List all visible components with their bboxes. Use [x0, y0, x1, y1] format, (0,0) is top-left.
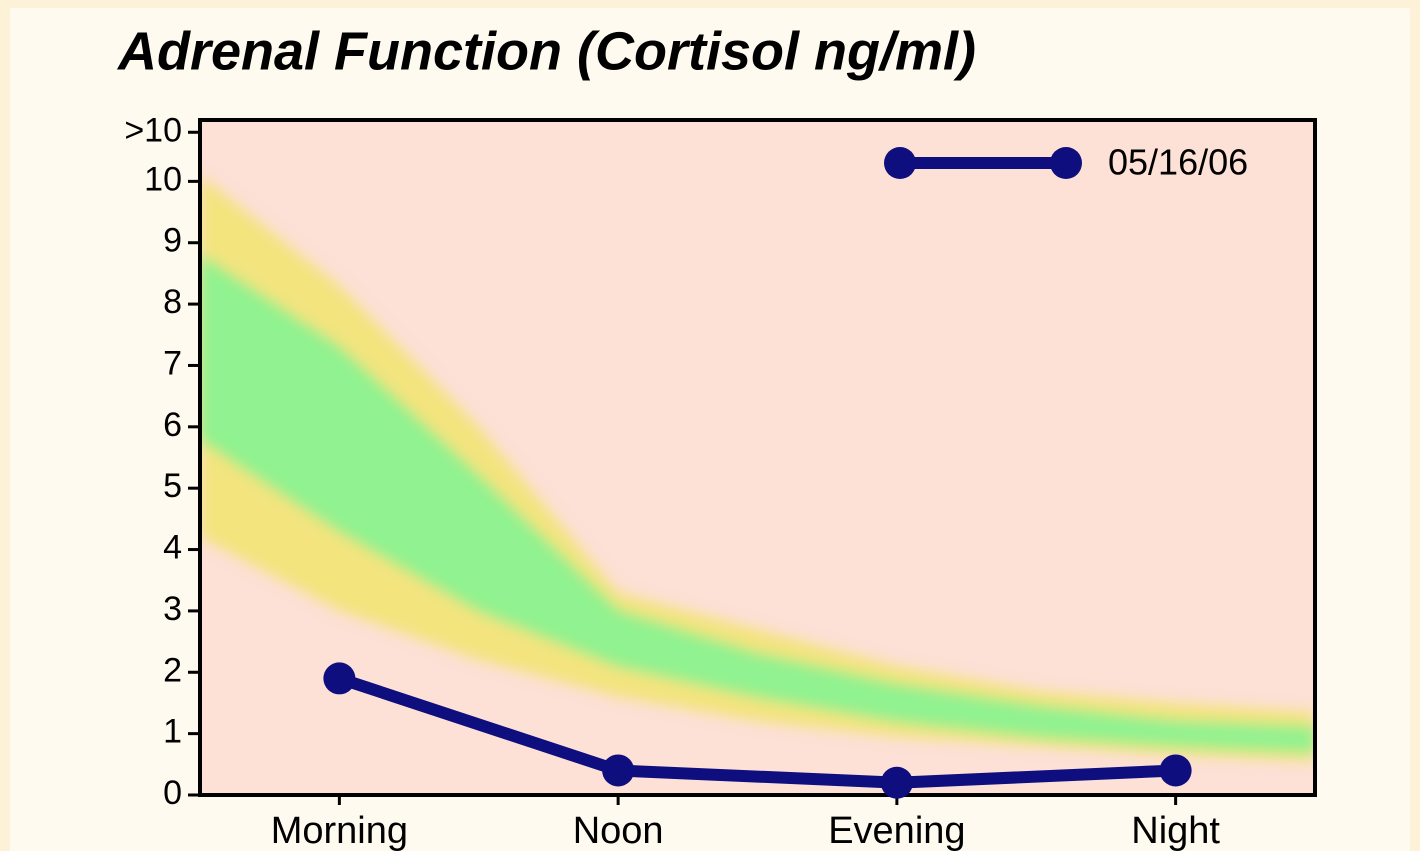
data-point — [323, 662, 356, 695]
data-point — [602, 754, 635, 787]
x-tick-label: Morning — [271, 810, 408, 851]
y-tick-label: 8 — [163, 283, 182, 321]
y-tick-label: 9 — [163, 222, 182, 260]
y-tick-label: 7 — [163, 344, 182, 382]
y-tick-label: 1 — [163, 713, 182, 751]
reference-bands — [200, 175, 1315, 762]
reference-band — [200, 255, 1315, 753]
x-tick-label: Noon — [573, 810, 664, 851]
y-tick-label: >10 — [124, 111, 182, 149]
chart-title: Adrenal Function (Cortisol ng/ml) — [116, 21, 976, 81]
y-tick-label: 4 — [163, 529, 182, 567]
legend-label: 05/16/06 — [1108, 142, 1248, 183]
legend-marker — [884, 147, 916, 179]
y-tick-label: 2 — [163, 651, 182, 689]
x-tick-label: Evening — [828, 810, 965, 851]
legend-marker — [1050, 147, 1082, 179]
y-tick-label: 0 — [163, 774, 182, 812]
y-tick-label: 3 — [163, 590, 182, 628]
data-point — [1159, 754, 1192, 787]
data-point — [880, 766, 913, 799]
x-tick-label: Night — [1131, 810, 1220, 851]
y-tick-label: 5 — [163, 467, 182, 505]
y-tick-label: 10 — [144, 160, 182, 198]
y-tick-label: 6 — [163, 406, 182, 444]
series-line — [337, 672, 1176, 789]
plot-frame — [198, 118, 1317, 797]
reference-band — [200, 175, 1315, 762]
